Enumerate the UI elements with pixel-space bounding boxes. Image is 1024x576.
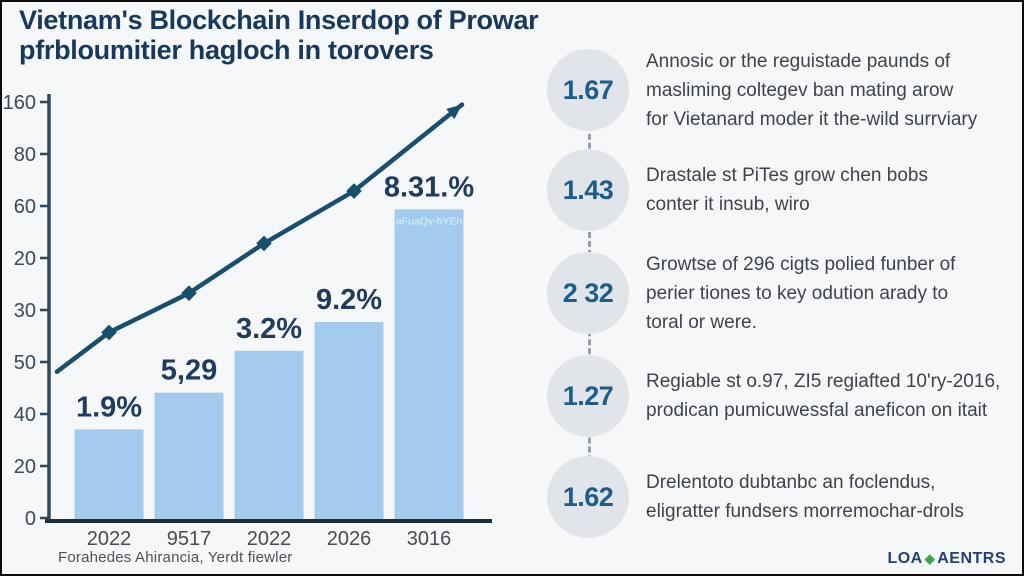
logo-text-left: LOA: [887, 550, 923, 567]
number-badge: 1.62: [547, 456, 629, 538]
y-tick-label: 80: [14, 144, 36, 166]
badge-value: 1.27: [562, 380, 614, 411]
number-badge: 1.27: [547, 355, 629, 437]
y-tick-label: 0: [25, 508, 36, 530]
x-tick-label: 2022: [87, 528, 132, 550]
x-tick-label: 9517: [167, 528, 212, 550]
arrow-head-icon: [446, 104, 462, 120]
number-badge: 1.43: [547, 149, 629, 231]
x-tick-label: 2022: [247, 528, 292, 550]
list-item: 1.27 Regiable st o.97, ZI5 regiafted 10'…: [547, 346, 1019, 446]
item-description: Regiable st o.97, ZI5 regiafted 10'ry-20…: [646, 371, 1001, 421]
bar: [234, 350, 304, 520]
list-item: 1.67 Annosic or the reguistade paunds of…: [547, 40, 1019, 140]
bars: [74, 209, 464, 520]
y-tick-label: 20: [14, 248, 36, 270]
list-item: 1.62 Drelentoto dubtanbc an foclendus, e…: [547, 447, 1019, 547]
bar-value-label: 8.31.%: [384, 171, 474, 203]
y-tick-label: 160: [3, 92, 36, 114]
y-tick-label: 50: [14, 352, 36, 374]
page-title-line1: Vietnam's Blockchain Inserdop of Prowar: [19, 5, 539, 35]
bar: [314, 321, 384, 520]
brand-logo: LOA ◆ AENTRS: [887, 550, 1006, 568]
badge-value: 1.62: [562, 481, 614, 512]
y-tick-label: 40: [14, 404, 36, 426]
page-title: Vietnam's Blockchain Inserdop of Prowar …: [19, 5, 539, 65]
item-description: Annosic or the reguistade paunds of masl…: [646, 50, 978, 130]
x-tick-label: 2026: [327, 528, 372, 550]
source-caption: Forahedes Ahirancia, Yerdt fiewler: [58, 549, 293, 566]
bar: [154, 392, 224, 520]
bar-value-label: 5,29: [161, 355, 217, 387]
bar-value-label: 3.2%: [236, 313, 302, 345]
list-item: 2 32 Growtse of 296 cigts polied funber …: [547, 243, 1019, 343]
y-tick-label: 20: [14, 456, 36, 478]
y-tick-label: 60: [14, 196, 36, 218]
badge-value: 1.43: [562, 174, 614, 205]
list-item: 1.43 Drastale st PiTes grow chen bobs co…: [547, 140, 1019, 240]
green-diamond-icon: ◆: [924, 551, 936, 566]
trend-line: [54, 102, 465, 374]
bar: [394, 209, 464, 520]
number-badge: 1.67: [547, 49, 629, 131]
x-tick-label: 3016: [407, 528, 452, 550]
page-title-line2: pfrbloumitier hagloch in torovers: [19, 35, 434, 65]
item-description: Growtse of 296 cigts polied funber of pe…: [646, 253, 956, 333]
line-marker: [181, 285, 197, 301]
number-badge: 2 32: [547, 252, 629, 334]
y-tick-label: 30: [14, 300, 36, 322]
badge-value: 2 32: [562, 277, 614, 308]
bar-line-chart: aFuaQv-bYEh 160 80 60 20 30 50 40 20 0 2022 9517 202…: [3, 92, 492, 550]
line-marker: [101, 324, 117, 341]
bar-value-label: 9.2%: [316, 284, 382, 316]
badge-value: 1.67: [562, 74, 614, 105]
bar: [74, 429, 144, 520]
item-description: Drelentoto dubtanbc an foclendus, eligra…: [646, 472, 964, 522]
line-marker: [256, 235, 272, 252]
bar-inner-caption: aFuaQv-bYEh: [396, 215, 463, 227]
logo-text-right: AENTRS: [937, 550, 1006, 567]
axes: [40, 94, 492, 523]
item-description: Drastale st PiTes grow chen bobs conter …: [646, 165, 928, 215]
bar-value-label: 1.9%: [76, 391, 142, 423]
